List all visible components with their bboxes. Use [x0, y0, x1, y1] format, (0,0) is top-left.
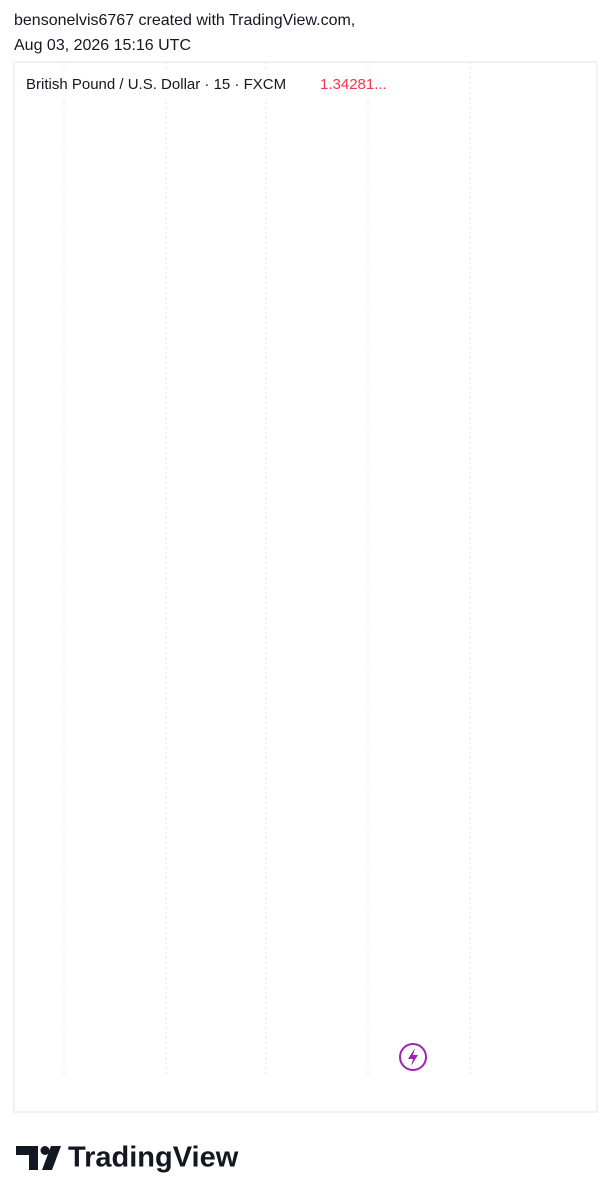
chart-frame [13, 61, 598, 1113]
header-line: bensonelvis6767 created with TradingView… [14, 12, 355, 29]
brand: TradingView [68, 1142, 239, 1174]
logo: TradingView [16, 1142, 239, 1174]
logo-mark [16, 1146, 38, 1170]
legend-price: 1.34281... [320, 76, 387, 93]
logo-dot [40, 1146, 50, 1155]
header-date: Aug 03, 2026 15:16 UTC [14, 37, 191, 54]
legend-symbol: British Pound / U.S. Dollar · 15 · FXCM [26, 76, 286, 93]
legend-bg [22, 72, 402, 98]
lightning [408, 1048, 418, 1066]
logo-slash [42, 1146, 61, 1170]
vertical-grid [63, 62, 471, 1075]
